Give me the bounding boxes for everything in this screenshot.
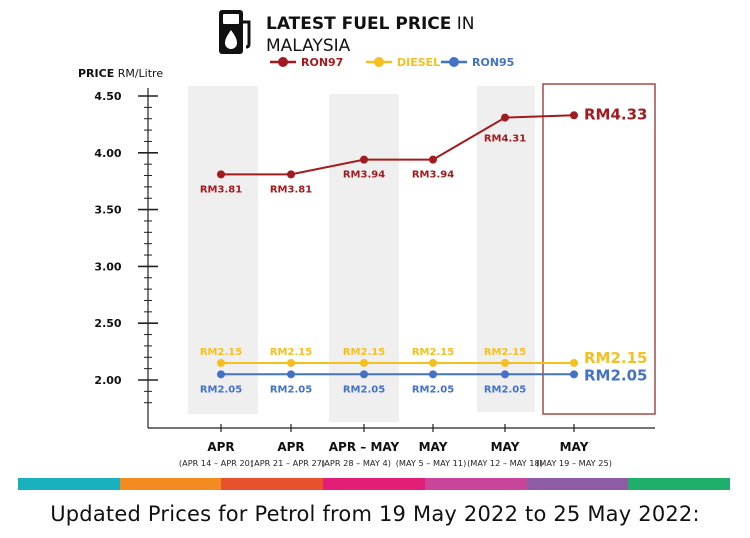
- stripe-segment: [323, 478, 425, 490]
- data-point-diesel: [570, 358, 578, 367]
- x-category-label: APR: [277, 440, 304, 454]
- x-subcategory-label: (MAY 19 – MAY 25): [536, 458, 612, 468]
- data-label-ron97: RM4.33: [584, 105, 648, 123]
- stripe-segment: [119, 478, 222, 490]
- data-label-ron95: RM2.05: [584, 366, 648, 384]
- data-point-diesel: [501, 358, 509, 367]
- x-subcategory-label: (APR 14 – APR 20): [179, 458, 253, 468]
- legend-label-diesel: DIESEL: [397, 56, 440, 69]
- legend-marker: [278, 57, 288, 67]
- chart-title-bold: LATEST FUEL PRICE: [266, 14, 451, 34]
- fuel-price-chart: LATEST FUEL PRICE IN MALAYSIA RON97 DIESE…: [78, 10, 656, 468]
- y-axis-label-unit: RM/Litre: [114, 67, 163, 80]
- legend: RON97 DIESEL RON95: [270, 56, 514, 69]
- y-axis-label: PRICE RM/Litre: [78, 67, 163, 80]
- y-tick-label: 3.50: [94, 204, 121, 217]
- data-point-ron95: [360, 370, 368, 379]
- week-band-3: [477, 86, 535, 412]
- data-label-diesel: RM2.15: [270, 347, 312, 358]
- stripe-segment: [526, 478, 629, 490]
- legend-marker: [449, 57, 459, 67]
- week-band-2: [329, 94, 399, 422]
- legend-label-ron95: RON95: [472, 56, 514, 69]
- legend-label-ron97: RON97: [301, 56, 343, 69]
- data-point-ron95: [287, 370, 295, 379]
- data-label-ron95: RM2.05: [484, 384, 526, 395]
- stripe-segment: [424, 478, 527, 490]
- color-stripe: [18, 478, 731, 490]
- fuel-pump-icon: [219, 10, 251, 54]
- x-category-label: APR: [207, 440, 234, 454]
- chart-title: LATEST FUEL PRICE IN: [266, 14, 475, 34]
- data-label-ron97: RM3.81: [200, 184, 242, 195]
- data-label-ron95: RM2.05: [412, 384, 454, 395]
- data-point-ron95: [570, 370, 578, 379]
- x-subcategory-label: (APR 21 – APR 27): [251, 458, 325, 468]
- stripe-segment: [628, 478, 731, 490]
- data-label-ron95: RM2.05: [343, 384, 385, 395]
- y-tick-label: 4.00: [94, 147, 121, 160]
- data-point-ron97: [360, 155, 368, 164]
- y-axis-label-bold: PRICE: [78, 67, 114, 80]
- stripe-segment: [221, 478, 324, 490]
- latest-week-highlight: [542, 83, 656, 415]
- data-label-ron97: RM3.81: [270, 184, 312, 195]
- y-tick-label: 3.00: [94, 260, 121, 273]
- x-category-label: MAY: [491, 440, 520, 454]
- data-point-diesel: [360, 358, 368, 367]
- x-category-label: MAY: [419, 440, 448, 454]
- stripe-segment: [18, 478, 120, 490]
- data-point-ron97: [217, 170, 225, 179]
- series-line-ron97: [221, 114, 575, 176]
- data-point-diesel: [287, 358, 295, 367]
- data-label-ron95: RM2.05: [200, 384, 242, 395]
- data-point-ron97: [287, 170, 295, 179]
- data-point-ron97: [429, 155, 437, 164]
- chart-title-line2: MALAYSIA: [266, 36, 351, 56]
- legend-marker: [374, 57, 384, 67]
- data-label-diesel: RM2.15: [412, 347, 454, 358]
- data-label-diesel: RM2.15: [343, 347, 385, 358]
- data-label-ron97: RM3.94: [343, 170, 385, 181]
- data-point-ron97: [501, 113, 509, 122]
- data-label-diesel: RM2.15: [584, 349, 648, 367]
- x-subcategory-label: (APR 28 – MAY 4): [321, 458, 391, 468]
- x-subcategory-label: (MAY 12 – MAY 18): [467, 458, 543, 468]
- x-category-label: APR – MAY: [329, 440, 400, 454]
- data-label-diesel: RM2.15: [484, 347, 526, 358]
- data-point-ron95: [429, 370, 437, 379]
- caption: Updated Prices for Petrol from 19 May 20…: [50, 502, 700, 526]
- x-category-label: MAY: [560, 440, 589, 454]
- data-point-ron95: [501, 370, 509, 379]
- data-label-ron95: RM2.05: [270, 384, 312, 395]
- y-tick-label: 4.50: [94, 90, 121, 103]
- data-point-diesel: [429, 358, 437, 367]
- week-band-1: [188, 86, 258, 414]
- data-point-ron97: [570, 111, 578, 120]
- y-tick-label: 2.00: [94, 374, 121, 387]
- chart-title-rest: IN: [451, 14, 474, 34]
- data-label-diesel: RM2.15: [200, 347, 242, 358]
- data-point-diesel: [217, 358, 225, 367]
- x-subcategory-label: (MAY 5 – MAY 11): [396, 458, 467, 468]
- y-tick-label: 2.50: [94, 317, 121, 330]
- data-label-ron97: RM3.94: [412, 170, 454, 181]
- data-point-ron95: [217, 370, 225, 379]
- data-label-ron97: RM4.31: [484, 134, 526, 145]
